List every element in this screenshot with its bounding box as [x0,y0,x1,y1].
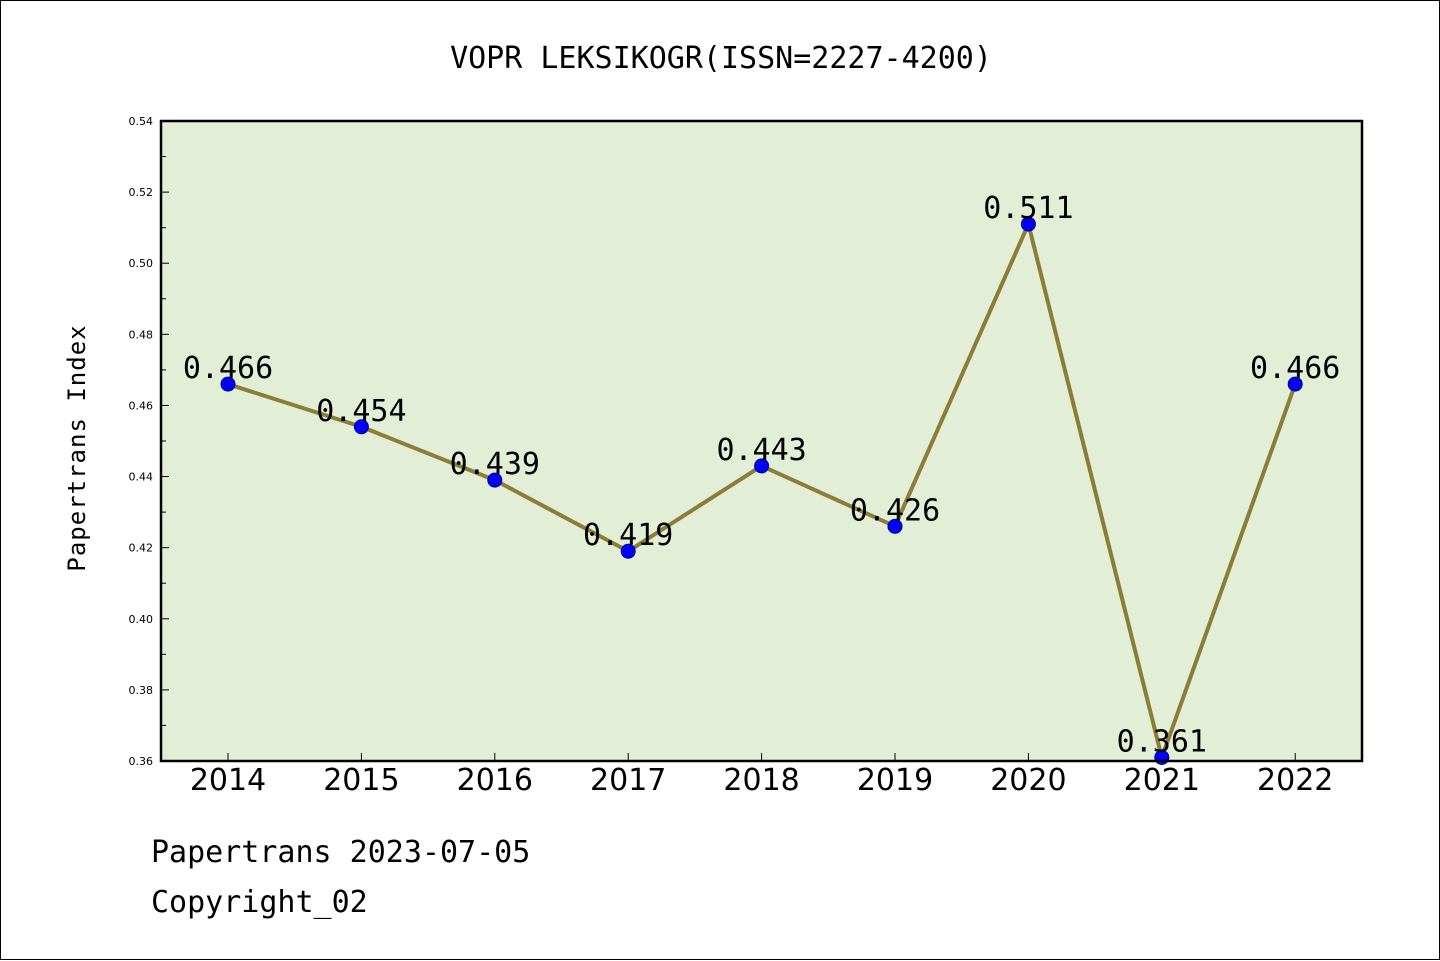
x-tick-label: 2020 [990,763,1066,798]
y-tick-label: 0.44 [129,471,154,484]
data-point-marker [620,543,636,559]
x-tick-label: 2016 [457,763,533,798]
x-tick-label: 2014 [190,763,266,798]
y-tick-label: 0.38 [129,684,154,697]
x-axis: 2014 2015 2016 2017 2018 2019 2020 2021 2022 [190,753,1333,798]
y-tick-label: 0.54 [129,115,154,128]
data-point-marker [754,458,770,474]
data-label: 0.466 [183,351,273,386]
data-label: 0.454 [316,394,406,429]
data-point-marker [353,419,369,435]
x-tick-label: 2022 [1257,763,1333,798]
plot-border [159,119,1364,763]
data-point-marker [220,376,236,392]
data-point-marker [487,472,503,488]
y-tick-label: 0.46 [129,399,154,412]
data-point-marker [887,518,903,534]
y-axis: 0.36 0.38 0.40 0.42 0.44 0.46 0.48 0.50 0.52 0.54 [129,115,169,768]
data-labels: 0.466 0.454 0.439 0.419 0.443 0.426 0.511 0.361… [183,191,1341,759]
footer-copyright: Copyright_02 [151,885,368,920]
data-label: 0.511 [983,191,1073,226]
data-label: 0.466 [1250,351,1340,386]
data-label: 0.426 [850,493,940,528]
data-label: 0.419 [583,518,673,553]
data-label: 0.361 [1117,724,1207,759]
data-point-marker [1020,216,1036,232]
y-tick-label: 0.52 [129,186,154,199]
x-tick-label: 2021 [1124,763,1200,798]
data-label: 0.443 [716,433,806,468]
data-label: 0.439 [450,447,540,482]
y-tick-label: 0.36 [129,755,154,768]
y-tick-label: 0.40 [129,613,154,626]
chart-title: VOPR LEKSIKOGR(ISSN=2227-4200) [450,41,992,76]
y-axis-label: Papertrans Index [63,324,91,571]
plot-area [161,121,1362,761]
footer-source: Papertrans 2023-07-05 [151,835,531,870]
y-tick-label: 0.42 [129,542,154,555]
y-tick-label: 0.48 [129,328,154,341]
data-point-marker [1287,376,1303,392]
x-tick-label: 2017 [590,763,666,798]
x-tick-label: 2019 [857,763,933,798]
x-tick-label: 2015 [323,763,399,798]
y-tick-label: 0.50 [129,257,154,270]
x-tick-label: 2018 [723,763,799,798]
